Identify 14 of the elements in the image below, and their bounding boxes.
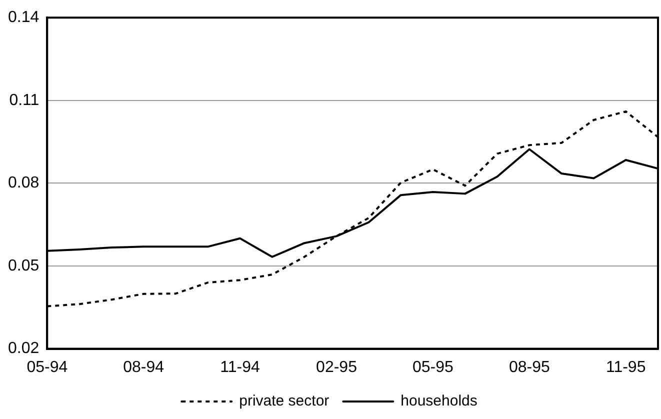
x-tick-label: 05-95 <box>412 358 454 376</box>
x-tick-label: 11-94 <box>220 358 260 376</box>
x-tick-label: 08-94 <box>123 358 164 376</box>
x-tick-label: 08-95 <box>508 358 550 376</box>
x-tick-label: 11-95 <box>606 358 646 376</box>
legend-label: private sector <box>239 392 330 410</box>
y-tick-label: 0.11 <box>9 92 40 109</box>
x-tick-label: 02-95 <box>316 358 358 376</box>
x-tick-label: 05-94 <box>26 358 68 376</box>
y-tick-label: 0.05 <box>8 257 40 274</box>
y-tick-label: 0.08 <box>8 174 40 192</box>
y-tick-label: 0.14 <box>8 9 40 26</box>
legend-label: households <box>400 392 478 410</box>
y-tick-label: 0.02 <box>8 340 40 358</box>
